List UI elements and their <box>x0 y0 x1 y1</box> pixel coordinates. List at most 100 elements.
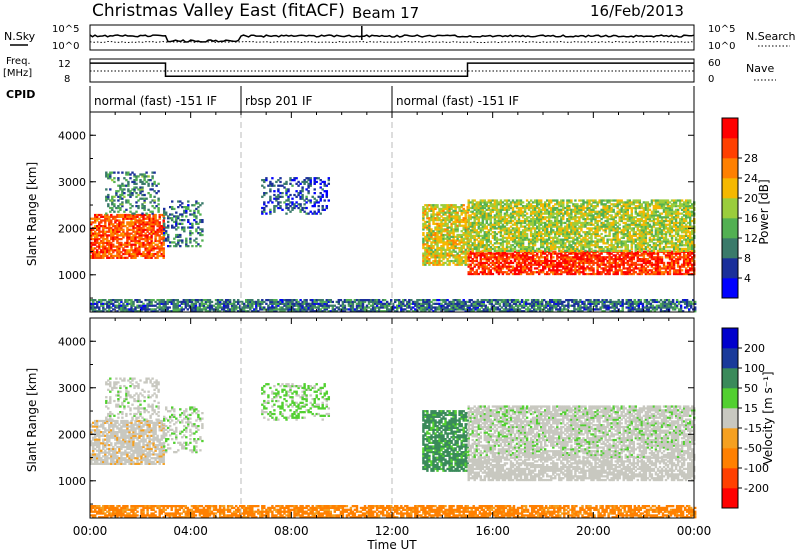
power-cell <box>289 193 292 197</box>
power-cell <box>112 238 115 241</box>
power-cell <box>323 199 326 202</box>
power-cell <box>319 212 322 215</box>
power-cell <box>281 195 284 198</box>
power-cell <box>152 232 155 235</box>
power-cell <box>120 238 123 241</box>
power-cell <box>146 215 149 218</box>
power-cell <box>132 243 135 246</box>
power-cell <box>610 252 613 255</box>
power-cell <box>195 215 198 218</box>
power-cell <box>127 171 130 174</box>
power-cell <box>104 226 107 230</box>
power-cell <box>142 238 145 241</box>
power-cell <box>136 225 139 228</box>
freq-label: Freq. <box>6 56 31 67</box>
power-cell <box>106 251 109 254</box>
power-cell <box>117 195 120 198</box>
power-cell <box>120 221 123 224</box>
power-cell <box>142 213 145 217</box>
power-cell <box>142 251 145 254</box>
power-cell <box>313 192 316 195</box>
power-cell <box>140 219 143 222</box>
power-cell <box>187 200 190 203</box>
power-cell <box>140 228 143 231</box>
power-cell <box>525 212 529 215</box>
power-cell <box>136 228 139 231</box>
power-cell <box>92 256 95 259</box>
power-cell <box>525 232 529 236</box>
power-cell <box>94 213 97 217</box>
power-cell <box>114 245 117 248</box>
power-cell <box>610 261 613 265</box>
power-cell <box>114 215 117 218</box>
power-cell <box>100 219 103 222</box>
power-cell <box>458 239 461 242</box>
power-cell <box>118 223 121 226</box>
power-cell <box>115 206 118 210</box>
power-cell <box>116 245 119 248</box>
power-cell <box>134 249 137 252</box>
power-cell <box>580 221 583 225</box>
power-cell <box>140 243 143 246</box>
power-cell <box>144 243 147 246</box>
power-cell <box>175 211 178 214</box>
power-cell <box>158 230 161 233</box>
power-cell <box>140 241 143 245</box>
power-cell <box>142 243 145 246</box>
power-cell <box>118 213 121 217</box>
power-cell <box>624 218 627 221</box>
power-cell <box>277 206 280 210</box>
power-cell <box>158 239 161 243</box>
power-cell <box>152 226 155 230</box>
power-cell <box>146 213 149 217</box>
power-cell <box>122 252 125 256</box>
power-cell <box>124 213 127 217</box>
power-cell <box>117 177 120 180</box>
power-cell <box>146 239 149 243</box>
power-cell <box>187 219 190 222</box>
power-cell <box>138 232 141 235</box>
power-cell <box>157 197 160 200</box>
power-cell <box>160 226 163 230</box>
power-cell <box>105 197 108 200</box>
power-cell <box>90 232 93 235</box>
power-cell <box>115 190 118 193</box>
power-cell <box>503 206 507 210</box>
power-cell <box>128 238 131 241</box>
power-cell <box>564 249 567 252</box>
power-cell <box>462 204 465 207</box>
power-cell <box>150 232 153 235</box>
power-cell <box>104 247 107 250</box>
power-cell <box>138 251 141 254</box>
power-cell <box>110 245 113 248</box>
power-cell <box>140 236 143 239</box>
power-cell <box>114 232 117 235</box>
power-cell <box>489 246 493 249</box>
power-cell <box>154 217 157 220</box>
power-cell <box>325 205 329 208</box>
power-cell <box>183 226 186 229</box>
power-cell <box>145 197 148 200</box>
power-cell <box>317 208 320 211</box>
power-cell <box>305 195 308 198</box>
power-cell <box>98 228 101 231</box>
power-cell <box>134 239 137 243</box>
power-cell <box>158 213 161 217</box>
power-cell <box>317 205 320 208</box>
power-cell <box>160 243 163 246</box>
power-cell <box>291 197 294 200</box>
power-cell <box>162 236 165 239</box>
power-cell <box>104 221 107 224</box>
power-cell <box>94 230 97 233</box>
power-cell <box>473 199 476 202</box>
power-cell <box>122 232 125 235</box>
nsky-series <box>89 26 695 44</box>
power-cell <box>156 221 159 224</box>
power-cell <box>130 247 133 250</box>
power-cell <box>106 226 109 230</box>
power-cell <box>132 230 135 233</box>
power-cell <box>610 256 613 259</box>
power-cell <box>144 249 147 252</box>
power-cell <box>157 203 160 206</box>
power-cell <box>120 245 123 248</box>
